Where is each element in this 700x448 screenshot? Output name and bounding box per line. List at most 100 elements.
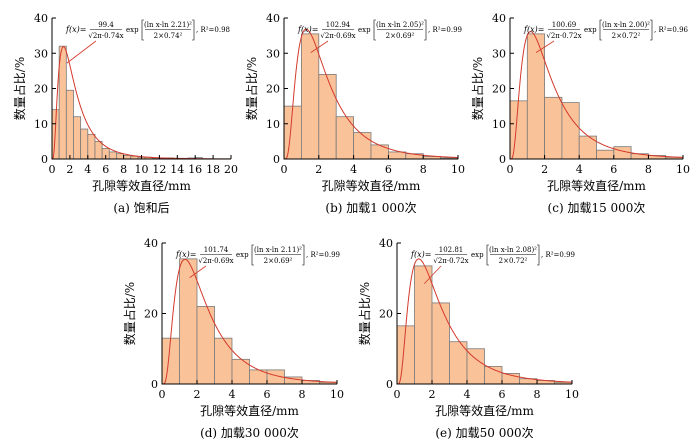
y-tick-label: 20 bbox=[492, 83, 506, 96]
y-tick-label: 10 bbox=[34, 118, 48, 131]
x-tick-label: 2 bbox=[541, 163, 548, 176]
equation-denominator: √2π·0.74x bbox=[88, 32, 123, 40]
y-tick-label: 30 bbox=[34, 47, 48, 60]
x-tick-label: 0 bbox=[394, 388, 401, 401]
equation-lhs: f(x)= bbox=[175, 250, 196, 259]
y-axis-label: 数量占比/% bbox=[12, 57, 27, 120]
bar bbox=[179, 258, 198, 385]
equation-exp: exp bbox=[126, 26, 139, 34]
equation-exp-numerator: (ln x-ln 2.05)² bbox=[376, 21, 424, 29]
chart-panel-0: 0 2 4 6 8 10 12 14 16 18 20010203040孔隙等效直径/mm数量占比/… bbox=[12, 12, 238, 215]
y-axis-label: 数量占比/% bbox=[357, 282, 372, 345]
x-tick-label: 6 bbox=[499, 388, 506, 401]
x-tick-label: 2 bbox=[315, 163, 322, 176]
bar bbox=[80, 128, 89, 160]
bar bbox=[431, 302, 450, 385]
y-tick-label: 0 bbox=[386, 378, 393, 391]
bar bbox=[387, 151, 407, 160]
equation-pointer bbox=[189, 265, 207, 278]
equation-exp-denominator: 2×0.74² bbox=[154, 32, 183, 40]
x-tick-label: 0 bbox=[159, 388, 166, 401]
equation-lhs: f(x)= bbox=[410, 250, 431, 259]
bar bbox=[94, 140, 103, 160]
x-tick-label: 4 bbox=[229, 388, 236, 401]
equation-r2: , R²=0.98 bbox=[196, 26, 230, 34]
equation-r2: , R²=0.96 bbox=[654, 26, 689, 34]
panel-caption: (a) 饱和后 bbox=[113, 200, 169, 215]
x-tick-label: 4 bbox=[576, 163, 583, 176]
x-tick-label: 8 bbox=[299, 388, 306, 401]
x-tick-label: 6 bbox=[385, 163, 392, 176]
y-axis-label: 数量占比/% bbox=[244, 57, 259, 120]
chart-panel-3: 0 2 4 6 8 10 0 20 40 孔隙等效直径/mm 数量占比/% (d) 加载30 000次… bbox=[122, 237, 344, 440]
y-tick-label: 20 bbox=[144, 308, 158, 321]
equation-exp-numerator: (ln x-ln 2.11)² bbox=[254, 246, 302, 254]
panel-caption: (e) 加载50 000次 bbox=[435, 426, 533, 440]
x-tick-label: 12 bbox=[152, 163, 166, 176]
x-axis-label: 孔隙等效直径/mm bbox=[547, 178, 646, 193]
panel-caption: (d) 加载30 000次 bbox=[200, 426, 299, 440]
y-tick-label: 40 bbox=[34, 12, 48, 25]
y-tick-label: 40 bbox=[379, 237, 393, 250]
x-tick-label: 10 bbox=[135, 163, 149, 176]
y-tick-label: 20 bbox=[266, 83, 280, 96]
bar bbox=[73, 116, 82, 160]
panel-caption: (b) 加载1 000次 bbox=[325, 201, 416, 215]
x-tick-label: 2 bbox=[194, 388, 201, 401]
x-tick-label: 6 bbox=[264, 388, 271, 401]
x-tick-label: 4 bbox=[350, 163, 357, 176]
fit-curve bbox=[511, 31, 684, 160]
x-tick-label: 10 bbox=[330, 388, 344, 401]
equation-lhs: f(x)= bbox=[523, 25, 544, 34]
y-tick-label: 20 bbox=[379, 308, 393, 321]
equation-exp: exp bbox=[584, 26, 597, 34]
x-tick-label: 0 bbox=[281, 163, 288, 176]
x-axis-label: 孔隙等效直径/mm bbox=[435, 403, 534, 418]
equation-denominator: √2π·0.69x bbox=[320, 32, 355, 40]
y-tick-label: 30 bbox=[492, 47, 506, 60]
equation-exp: exp bbox=[471, 251, 484, 259]
bar bbox=[58, 45, 67, 160]
equation-denominator: √2π·0.72x bbox=[546, 32, 581, 40]
x-tick-label: 10 bbox=[676, 163, 690, 176]
bar bbox=[561, 102, 580, 160]
y-tick-label: 40 bbox=[144, 237, 158, 250]
x-tick-label: 18 bbox=[206, 163, 220, 176]
bar bbox=[544, 96, 563, 160]
equation-numerator: 100.69 bbox=[552, 21, 577, 29]
x-axis-label: 孔隙等效直径/mm bbox=[322, 178, 421, 193]
x-tick-label: 8 bbox=[534, 388, 541, 401]
bar bbox=[353, 132, 372, 160]
equation-exp-numerator: (ln x-ln 2.00)² bbox=[602, 21, 650, 29]
bar bbox=[214, 337, 233, 385]
x-axis-label: 孔隙等效直径/mm bbox=[92, 178, 191, 193]
equation-numerator: 99.4 bbox=[98, 21, 114, 29]
bar bbox=[87, 133, 96, 160]
bar bbox=[396, 325, 415, 385]
equation-exp: exp bbox=[358, 26, 371, 34]
fit-curve bbox=[163, 258, 338, 385]
equation-denominator: √2π·0.69x bbox=[198, 257, 233, 265]
bar bbox=[65, 89, 74, 160]
bar bbox=[370, 144, 389, 160]
equation-exp-denominator: 2×0.69² bbox=[264, 257, 293, 265]
x-tick-label: 0 bbox=[507, 163, 514, 176]
bar bbox=[283, 105, 302, 160]
fit-curve bbox=[398, 258, 573, 385]
y-tick-label: 0 bbox=[499, 153, 506, 166]
bar bbox=[509, 100, 528, 160]
equation-pointer bbox=[424, 265, 442, 284]
x-tick-label: 16 bbox=[188, 163, 202, 176]
x-tick-label: 8 bbox=[120, 163, 127, 176]
equation-exp: exp bbox=[236, 251, 249, 259]
equation-lhs: f(x)= bbox=[297, 25, 318, 34]
bar bbox=[108, 151, 117, 160]
x-tick-label: 4 bbox=[84, 163, 91, 176]
bar bbox=[596, 149, 615, 160]
bar bbox=[123, 155, 132, 160]
chart-panel-4: 0 2 4 6 8 10 0 20 40 孔隙等效直径/mm 数量占比/% (e) 加载50 000次… bbox=[357, 237, 579, 440]
